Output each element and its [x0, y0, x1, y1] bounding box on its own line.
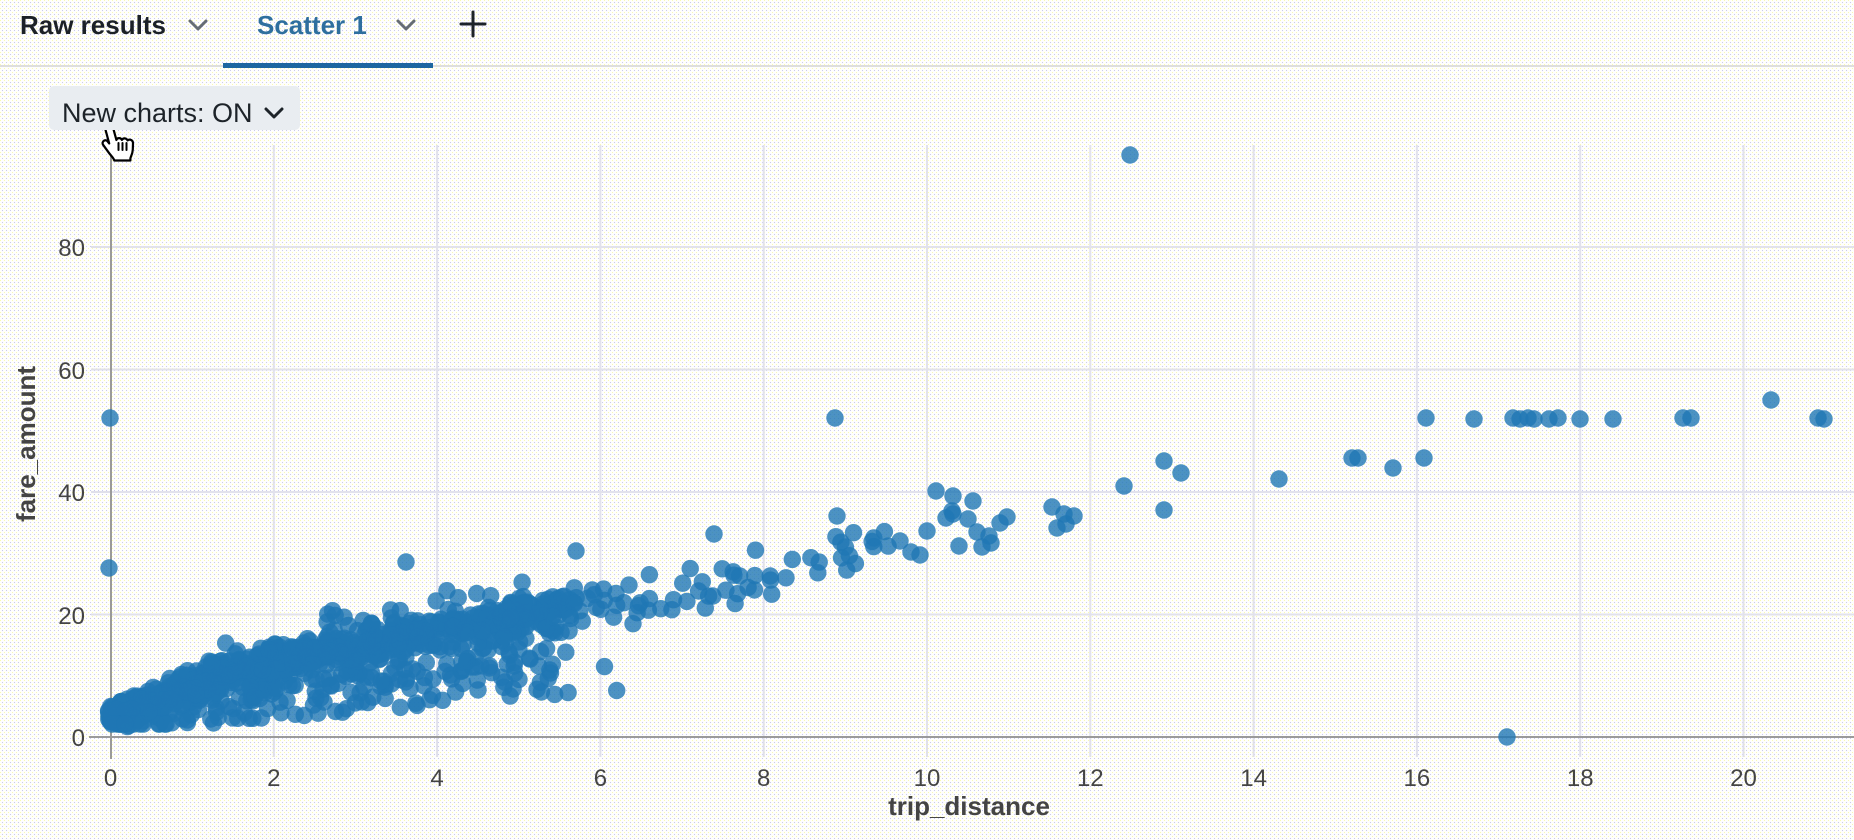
svg-text:8: 8	[757, 765, 770, 792]
svg-text:2: 2	[267, 765, 280, 792]
svg-text:trip_distance: trip_distance	[888, 791, 1050, 821]
svg-text:0: 0	[104, 765, 117, 792]
svg-text:14: 14	[1240, 765, 1267, 792]
svg-text:6: 6	[594, 765, 607, 792]
svg-text:40: 40	[58, 480, 85, 507]
svg-text:80: 80	[58, 235, 85, 262]
svg-text:4: 4	[430, 765, 443, 792]
svg-text:18: 18	[1567, 765, 1594, 792]
svg-text:fare_amount: fare_amount	[11, 366, 41, 522]
svg-text:20: 20	[58, 603, 85, 630]
svg-text:0: 0	[72, 725, 85, 752]
svg-text:20: 20	[1730, 765, 1757, 792]
svg-text:60: 60	[58, 358, 85, 385]
svg-text:16: 16	[1404, 765, 1431, 792]
svg-text:12: 12	[1077, 765, 1104, 792]
svg-text:10: 10	[914, 765, 941, 792]
